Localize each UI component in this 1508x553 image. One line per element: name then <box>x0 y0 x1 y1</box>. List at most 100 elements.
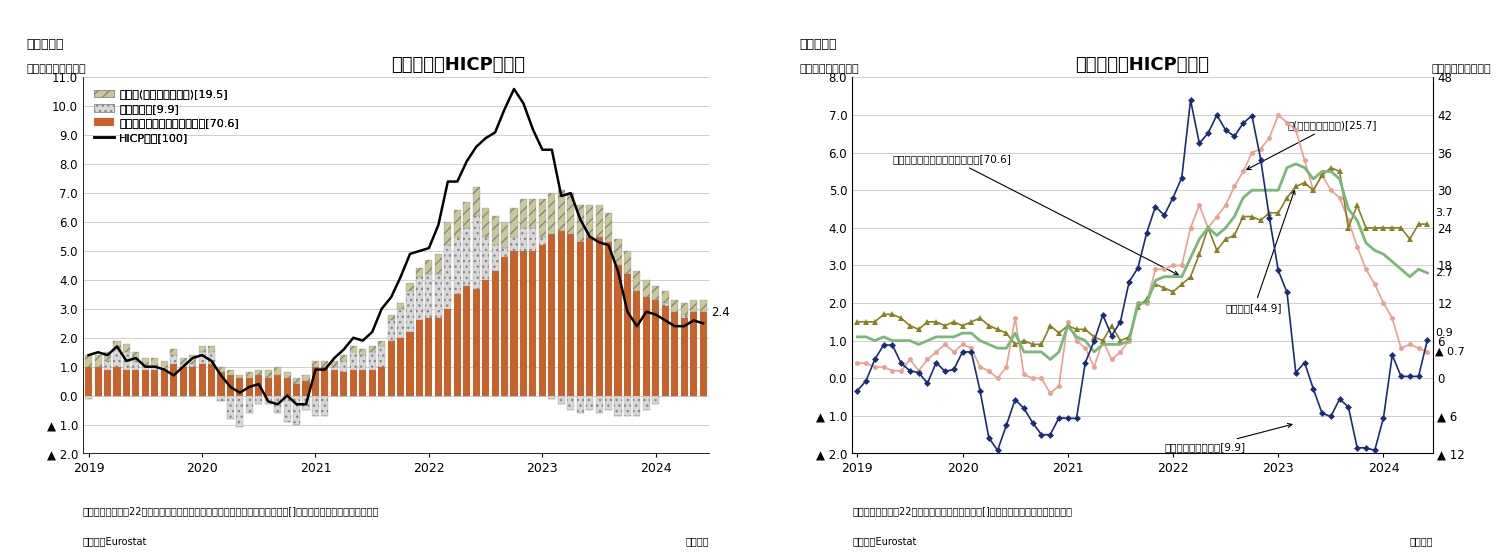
Bar <box>653 300 659 395</box>
Bar <box>293 384 300 395</box>
Bar <box>293 395 300 425</box>
Bar <box>368 369 375 395</box>
Bar <box>208 364 216 395</box>
Text: 2.7: 2.7 <box>1436 268 1454 278</box>
Bar <box>567 233 575 395</box>
Bar <box>529 251 537 395</box>
Bar <box>463 202 470 228</box>
Bar <box>255 395 262 404</box>
Bar <box>472 187 480 216</box>
Bar <box>265 378 271 395</box>
Bar <box>350 346 357 352</box>
Bar <box>463 286 470 395</box>
Bar <box>445 309 451 395</box>
Bar <box>226 369 234 375</box>
Bar <box>133 352 139 361</box>
Bar <box>605 213 612 242</box>
Bar <box>483 237 489 280</box>
Bar <box>576 395 584 413</box>
Bar <box>642 280 650 298</box>
Bar <box>312 367 320 395</box>
Bar <box>549 233 555 395</box>
Bar <box>614 265 621 395</box>
Bar <box>368 352 375 369</box>
Bar <box>653 286 659 300</box>
Bar <box>95 355 101 367</box>
Bar <box>425 274 433 317</box>
Text: 財(エネルギー除く)[25.7]: 財(エネルギー除く)[25.7] <box>1247 120 1377 170</box>
Bar <box>671 312 679 395</box>
Bar <box>246 373 253 378</box>
Title: ユーロ圏のHICP上昇率: ユーロ圏のHICP上昇率 <box>392 56 525 75</box>
Title: ユーロ圏のHICP上昇率: ユーロ圏のHICP上昇率 <box>1075 56 1209 75</box>
Bar <box>501 257 508 395</box>
Text: （注）ユーロ圏は22年まで９１９か国、最新月の寄与度は簡易的な試算値、[]内は総合指数に対するウェイト: （注）ユーロ圏は22年まで９１９か国、最新月の寄与度は簡易的な試算値、[]内は総… <box>83 506 380 516</box>
Bar <box>199 352 205 364</box>
Bar <box>161 369 167 395</box>
Bar <box>170 349 178 355</box>
Bar <box>662 306 670 395</box>
Bar <box>492 271 499 395</box>
Bar <box>237 375 243 378</box>
Bar <box>179 367 187 395</box>
Bar <box>558 190 566 231</box>
Bar <box>642 298 650 395</box>
Bar <box>596 205 603 237</box>
Bar <box>113 349 121 367</box>
Legend: 飲食料(アルコール含む)[19.5], エネルギー[9.9], エネルギー・飲食料除く総合[70.6], HICP総合[100]: 飲食料(アルコール含む)[19.5], エネルギー[9.9], エネルギー・飲食… <box>89 85 243 147</box>
Bar <box>407 283 413 291</box>
Bar <box>330 367 338 369</box>
Bar <box>84 355 92 367</box>
Bar <box>567 193 575 233</box>
Bar <box>691 312 697 395</box>
Bar <box>113 367 121 395</box>
Bar <box>208 346 216 352</box>
Text: （資料）Eurostat: （資料）Eurostat <box>852 536 917 546</box>
Bar <box>614 239 621 265</box>
Bar <box>596 237 603 395</box>
Bar <box>501 248 508 257</box>
Bar <box>558 231 566 395</box>
Bar <box>653 395 659 404</box>
Bar <box>538 199 546 237</box>
Bar <box>208 352 216 364</box>
Bar <box>501 222 508 248</box>
Text: 0.9: 0.9 <box>1436 328 1454 338</box>
Bar <box>274 375 280 395</box>
Bar <box>341 361 347 373</box>
Bar <box>538 237 546 245</box>
Bar <box>350 352 357 369</box>
Bar <box>312 395 320 416</box>
Bar <box>416 268 424 277</box>
Bar <box>84 367 92 395</box>
Bar <box>587 237 593 395</box>
Bar <box>255 375 262 395</box>
Bar <box>425 317 433 395</box>
Bar <box>321 395 329 416</box>
Bar <box>84 395 92 399</box>
Bar <box>407 332 413 395</box>
Bar <box>549 395 555 399</box>
Bar <box>520 199 526 228</box>
Text: （図表１）: （図表１） <box>27 38 65 51</box>
Bar <box>416 277 424 320</box>
Bar <box>700 300 707 312</box>
Bar <box>312 361 320 367</box>
Bar <box>520 251 526 395</box>
Bar <box>217 373 225 395</box>
Bar <box>151 358 158 367</box>
Bar <box>122 343 130 352</box>
Bar <box>434 317 442 395</box>
Bar <box>434 254 442 274</box>
Bar <box>188 355 196 364</box>
Bar <box>321 361 329 367</box>
Bar <box>529 199 537 228</box>
Bar <box>538 245 546 395</box>
Bar <box>226 375 234 395</box>
Bar <box>671 300 679 312</box>
Bar <box>576 205 584 242</box>
Bar <box>246 395 253 413</box>
Bar <box>434 274 442 317</box>
Bar <box>700 312 707 395</box>
Text: （月次）: （月次） <box>685 536 709 546</box>
